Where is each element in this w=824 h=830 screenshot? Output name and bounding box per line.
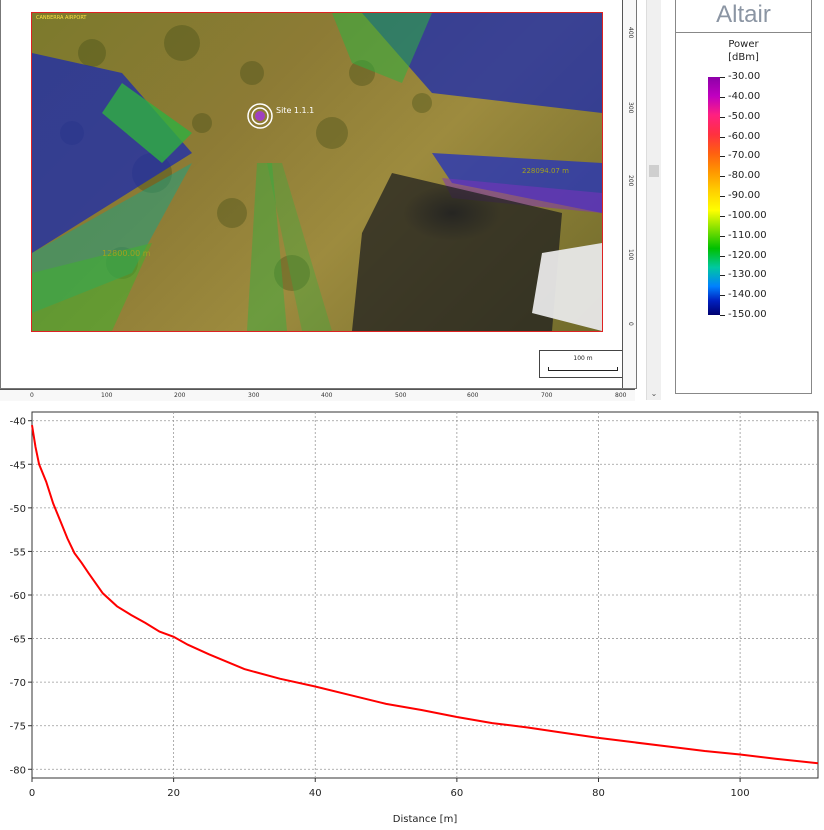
ruler-tick-label: 200 xyxy=(627,175,634,187)
legend-tick xyxy=(720,116,725,118)
legend-value: -110.00 xyxy=(728,229,767,241)
ruler-tick-label: 0 xyxy=(627,322,634,326)
legend-value: -70.00 xyxy=(728,150,761,162)
coverage-overlay: Site 1.1.1 CANBERRA AIRPORT 12800.00 m 2… xyxy=(32,13,602,331)
ruler-tick-label: 800 xyxy=(615,392,627,399)
map-tag: CANBERRA AIRPORT xyxy=(36,15,87,21)
legend-tick xyxy=(720,176,725,178)
x-tick-label: 20 xyxy=(167,788,180,799)
coverage-sector-purple-e xyxy=(442,178,602,213)
x-axis-label: Distance [m] xyxy=(393,814,458,825)
ruler-tick-label: 300 xyxy=(627,102,634,114)
x-tick-label: 80 xyxy=(592,788,605,799)
legend-color-bar xyxy=(708,77,720,315)
ruler-tick-label: 600 xyxy=(467,392,479,399)
ruler-tick-label: 700 xyxy=(541,392,553,399)
ruler-tick-label: 400 xyxy=(321,392,333,399)
x-tick-label: 40 xyxy=(309,788,322,799)
map-ruler-vertical: 400 300 200 100 0 xyxy=(622,0,636,388)
ruler-tick-label: 400 xyxy=(627,27,634,39)
legend-tick xyxy=(720,235,725,237)
legend-title-line2: [dBm] xyxy=(728,52,759,63)
vertical-scrollbar[interactable]: ⌄ xyxy=(646,0,661,400)
legend-value: -140.00 xyxy=(728,289,767,301)
coverage-sector-green-ne xyxy=(332,13,432,83)
map-scale-label: 100 m xyxy=(573,355,593,362)
legend-tick xyxy=(720,136,725,138)
y-tick-label: -70 xyxy=(10,678,26,689)
legend-tick xyxy=(720,156,725,158)
coverage-map[interactable]: Site 1.1.1 CANBERRA AIRPORT 12800.00 m 2… xyxy=(31,12,603,332)
coverage-sector-blue-w xyxy=(32,53,192,253)
y-tick-label: -60 xyxy=(10,591,26,602)
scrollbar-thumb[interactable] xyxy=(649,165,659,177)
ruler-tick-label: 100 xyxy=(627,249,634,261)
map-scale: 100 m xyxy=(539,350,627,378)
x-tick-label: 0 xyxy=(29,788,35,799)
map-ruler-horizontal: 0 100 200 300 400 500 600 700 800 xyxy=(0,389,635,401)
y-tick-label: -80 xyxy=(10,765,26,776)
legend-value: -30.00 xyxy=(728,71,761,82)
legend-value: -120.00 xyxy=(728,249,767,261)
coverage-sector-green-w xyxy=(102,83,192,163)
ruler-tick-label: 300 xyxy=(248,392,260,399)
legend-tick xyxy=(720,77,725,78)
x-tick-label: 100 xyxy=(731,788,750,799)
legend-tick xyxy=(720,315,725,316)
map-scale-bar xyxy=(548,367,618,371)
legend-tick xyxy=(720,295,725,297)
x-tick-label: 60 xyxy=(450,788,463,799)
legend-tick xyxy=(720,215,725,217)
ruler-tick-label: 500 xyxy=(395,392,407,399)
coverage-ray-green-s xyxy=(247,163,287,331)
ruler-tick-label: 100 xyxy=(101,392,113,399)
y-tick-label: -55 xyxy=(10,547,26,558)
map-window: Site 1.1.1 CANBERRA AIRPORT 12800.00 m 2… xyxy=(0,0,661,401)
y-tick-label: -40 xyxy=(10,417,26,428)
legend-tick xyxy=(720,96,725,98)
legend-value: -50.00 xyxy=(728,110,761,122)
legend-title-line1: Power xyxy=(728,39,759,50)
y-tick-label: -65 xyxy=(10,635,26,646)
legend-tick xyxy=(720,275,725,277)
y-tick-label: -50 xyxy=(10,504,26,515)
ruler-tick-label: 0 xyxy=(30,392,34,399)
legend-value: -40.00 xyxy=(728,90,761,102)
legend-value: -80.00 xyxy=(728,170,761,182)
series-line xyxy=(31,424,819,765)
legend-value: -130.00 xyxy=(728,269,767,281)
map-annotation-1: 12800.00 m xyxy=(102,249,151,258)
coverage-sector-blue-ne xyxy=(362,13,602,113)
legend-tick xyxy=(720,255,725,257)
brand-logo: Altair xyxy=(676,0,811,33)
parking-area xyxy=(352,173,562,331)
chevron-down-icon[interactable]: ⌄ xyxy=(650,389,658,398)
legend-panel: Altair Power [dBm] -30.00 -40.00 -50.00 -60… xyxy=(675,0,812,394)
transmitter-label: Site 1.1.1 xyxy=(276,106,314,115)
map-panel[interactable]: Site 1.1.1 CANBERRA AIRPORT 12800.00 m 2… xyxy=(0,0,637,389)
transmitter-icon xyxy=(247,103,273,129)
map-annotation-2: 228094.07 m xyxy=(522,167,569,175)
coverage-ray-green-s2 xyxy=(267,163,332,331)
coverage-sector-green-sw xyxy=(32,243,152,331)
legend-value: -90.00 xyxy=(728,190,761,201)
chart-svg: 0 20 40 60 80 100 -40 -45 -50 -55 -60 -65 -70 -75 -80 D… xyxy=(10,411,819,825)
legend-title: Power [dBm] xyxy=(676,38,811,64)
y-tick-label: -45 xyxy=(10,460,26,471)
legend-tick xyxy=(720,196,725,197)
legend-value: -150.00 xyxy=(728,309,767,320)
legend-value: -100.00 xyxy=(728,209,767,221)
y-tick-label: -75 xyxy=(10,722,26,733)
legend-value: -60.00 xyxy=(728,130,761,142)
power-vs-distance-chart: 0 20 40 60 80 100 -40 -45 -50 -55 -60 -65 -70 -75 -80 D… xyxy=(0,402,824,830)
building-white xyxy=(532,243,602,331)
ruler-tick-label: 200 xyxy=(174,392,186,399)
